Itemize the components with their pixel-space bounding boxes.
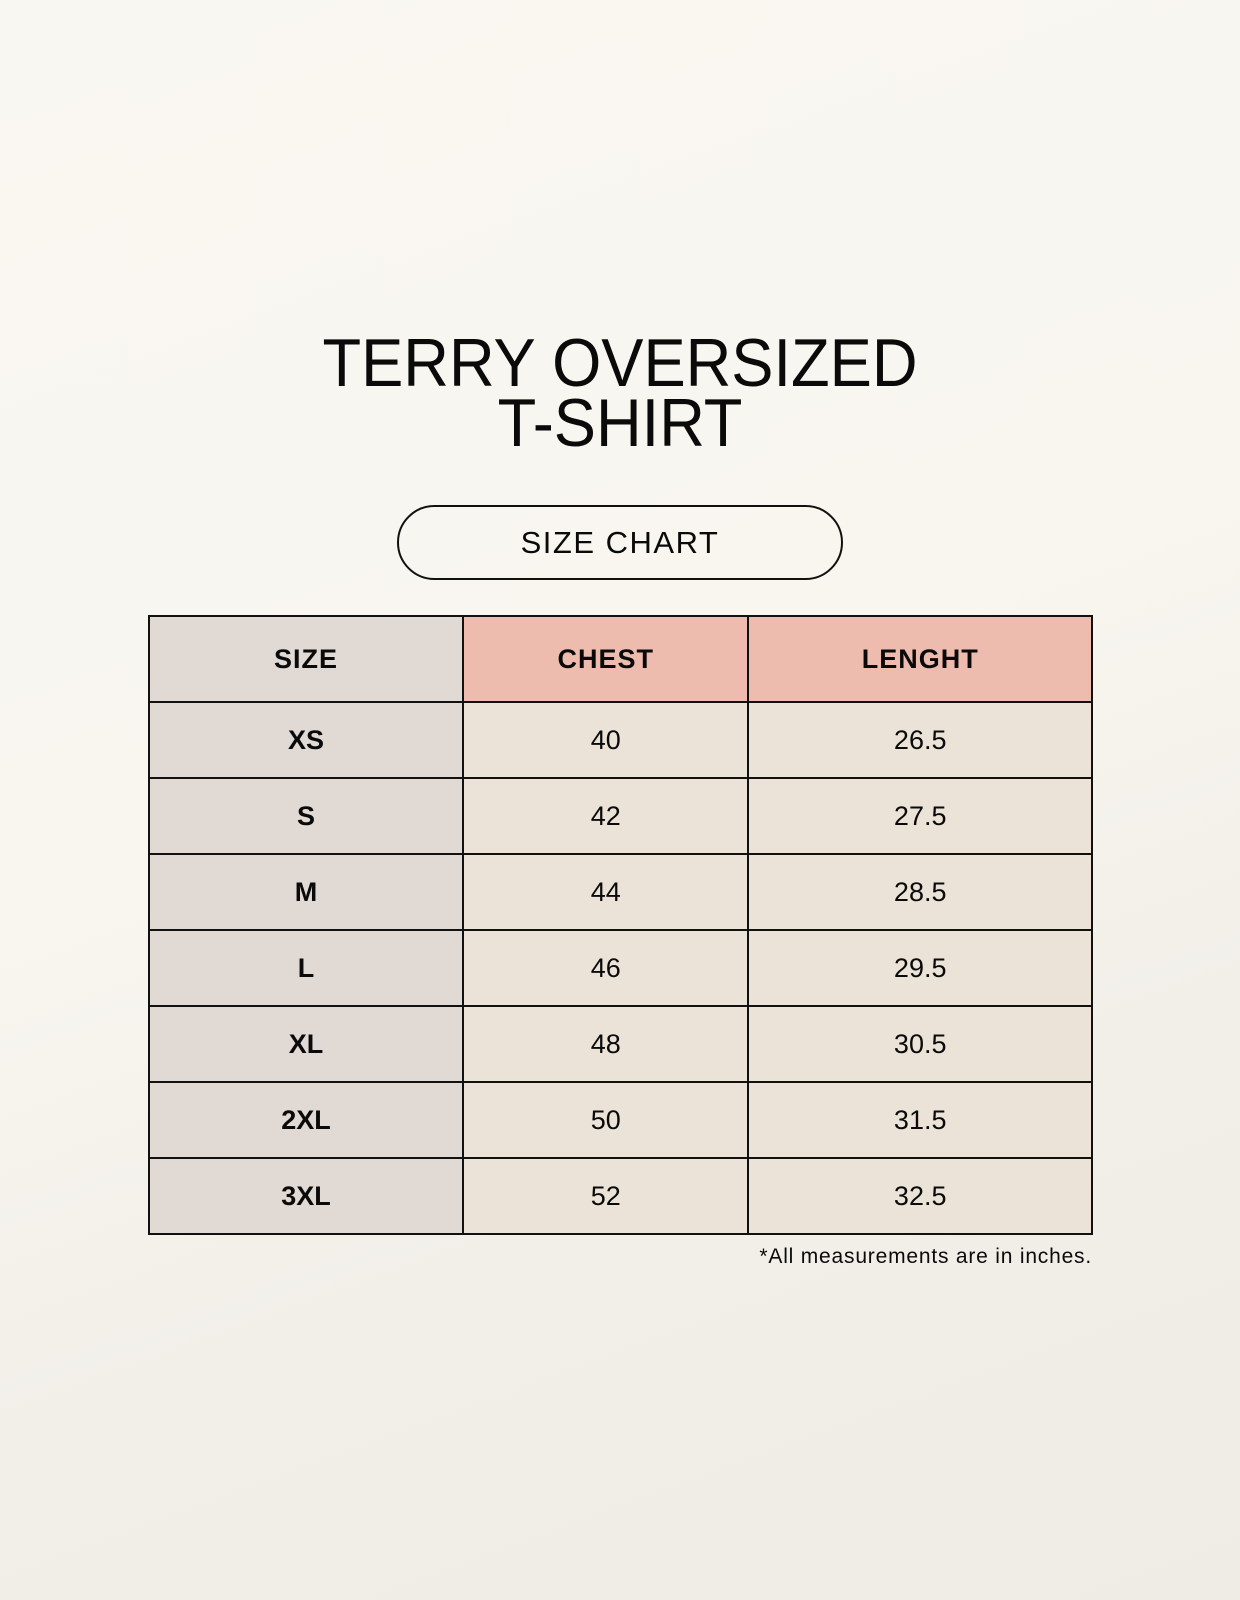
table-row: M 44 28.5 [147, 853, 1093, 931]
cell-chest: 50 [462, 1081, 750, 1159]
cell-length: 31.5 [747, 1081, 1093, 1159]
header-chest: CHEST [462, 615, 750, 703]
cell-size: L [147, 929, 465, 1007]
header-length: LENGHT [747, 615, 1093, 703]
cell-size: XL [147, 1005, 465, 1083]
cell-length: 26.5 [747, 701, 1093, 779]
cell-size: XS [147, 701, 465, 779]
title-line-1: TERRY OVERSIZED [322, 325, 918, 401]
cell-size: S [147, 777, 465, 855]
cell-size: M [147, 853, 465, 931]
footnote: *All measurements are in inches. [759, 1245, 1092, 1268]
cell-size: 2XL [147, 1081, 465, 1159]
page-title: TERRY OVERSIZED T-SHIRT [43, 325, 1196, 461]
cell-length: 27.5 [747, 777, 1093, 855]
table-row: S 42 27.5 [147, 777, 1093, 855]
cell-chest: 48 [462, 1005, 750, 1083]
header-size: SIZE [147, 615, 465, 703]
table-row: XS 40 26.5 [147, 701, 1093, 779]
cell-length: 28.5 [747, 853, 1093, 931]
table-row: XL 48 30.5 [147, 1005, 1093, 1083]
table-row: 3XL 52 32.5 [147, 1157, 1093, 1235]
cell-length: 30.5 [747, 1005, 1093, 1083]
title-line-2: T-SHIRT [497, 385, 743, 461]
cell-chest: 44 [462, 853, 750, 931]
cell-chest: 46 [462, 929, 750, 1007]
cell-size: 3XL [147, 1157, 465, 1235]
table-row: 2XL 50 31.5 [147, 1081, 1093, 1159]
table-header-row: SIZE CHEST LENGHT [147, 615, 1093, 703]
cell-length: 32.5 [747, 1157, 1093, 1235]
size-table: SIZE CHEST LENGHT XS 40 26.5 S 42 27.5 M 44 28.5… [147, 615, 1093, 1235]
size-chart-label: SIZE CHART [397, 505, 843, 580]
cell-length: 29.5 [747, 929, 1093, 1007]
cell-chest: 42 [462, 777, 750, 855]
cell-chest: 52 [462, 1157, 750, 1235]
cell-chest: 40 [462, 701, 750, 779]
table-row: L 46 29.5 [147, 929, 1093, 1007]
